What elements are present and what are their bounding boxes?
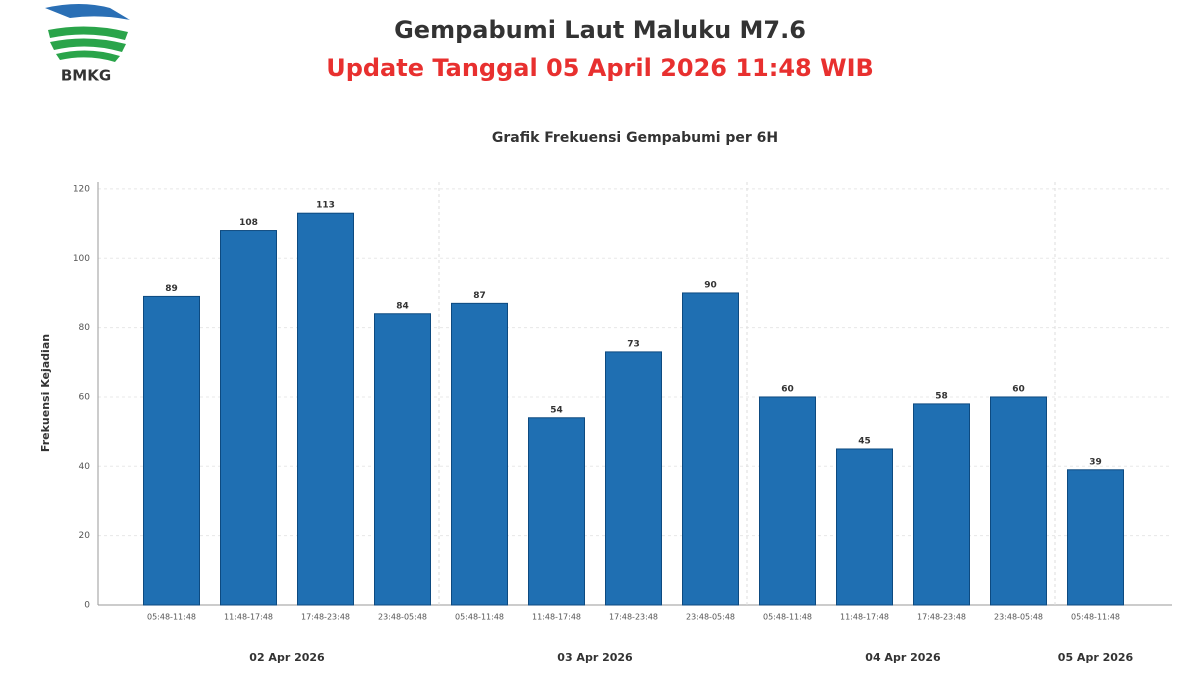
x-tick-label: 23:48-05:48 — [994, 613, 1043, 622]
data-label: 113 — [316, 201, 335, 211]
bar — [913, 403, 970, 606]
bar — [990, 396, 1047, 606]
bar — [220, 230, 277, 606]
data-label: 58 — [935, 391, 948, 401]
data-label: 87 — [473, 291, 486, 301]
logo-wave — [50, 38, 126, 52]
data-label: 54 — [550, 405, 563, 415]
y-tick-label: 100 — [73, 254, 90, 264]
x-tick-label: 11:48-17:48 — [840, 613, 889, 622]
data-label: 73 — [627, 339, 640, 349]
y-tick-label: 40 — [79, 462, 91, 472]
chart-title: Grafik Frekuensi Gempabumi per 6H — [492, 130, 778, 146]
bar — [143, 295, 200, 606]
bar — [836, 448, 893, 606]
update-date: Update Tanggal 05 April 2026 11:48 WIB — [326, 54, 874, 82]
bar — [1067, 469, 1124, 606]
x-tick-label: 17:48-23:48 — [917, 613, 966, 622]
y-tick-label: 120 — [73, 184, 90, 194]
x-tick-label: 17:48-23:48 — [301, 613, 350, 622]
x-tick-label: 05:48-11:48 — [147, 613, 196, 622]
date-label: 05 Apr 2026 — [1058, 651, 1134, 664]
data-label: 60 — [1012, 384, 1025, 394]
x-tick-label: 11:48-17:48 — [224, 613, 273, 622]
data-label: 108 — [239, 218, 258, 228]
x-tick-label: 05:48-11:48 — [763, 613, 812, 622]
data-label: 89 — [165, 284, 178, 294]
y-tick-label: 60 — [79, 392, 91, 402]
data-label: 45 — [858, 436, 871, 446]
logo-wave — [48, 26, 128, 40]
y-tick-label: 0 — [84, 601, 90, 611]
data-label: 60 — [781, 384, 794, 394]
date-label: 04 Apr 2026 — [865, 651, 941, 664]
bar — [528, 417, 585, 606]
bar — [682, 292, 739, 606]
date-label: 03 Apr 2026 — [557, 651, 633, 664]
x-tick-label: 23:48-05:48 — [686, 613, 735, 622]
data-label: 84 — [396, 301, 409, 311]
y-axis-label: Frekuensi Kejadian — [39, 334, 52, 452]
title: Gempabumi Laut Maluku M7.6 — [394, 16, 806, 44]
x-tick-label: 11:48-17:48 — [532, 613, 581, 622]
x-tick-label: 23:48-05:48 — [378, 613, 427, 622]
date-label: 02 Apr 2026 — [249, 651, 325, 664]
logo-shape — [45, 4, 130, 20]
bar — [605, 351, 662, 606]
logo-text: BMKG — [61, 67, 111, 85]
bar — [374, 313, 431, 606]
data-label: 90 — [704, 280, 717, 290]
bar — [297, 212, 354, 606]
bar — [451, 302, 508, 606]
logo: BMKG — [45, 4, 130, 85]
bar — [759, 396, 816, 606]
x-tick-label: 17:48-23:48 — [609, 613, 658, 622]
logo-wave — [56, 50, 120, 62]
y-tick-label: 80 — [79, 323, 91, 333]
x-tick-label: 05:48-11:48 — [1071, 613, 1120, 622]
data-label: 39 — [1089, 457, 1102, 467]
y-tick-label: 20 — [79, 531, 91, 541]
x-tick-label: 05:48-11:48 — [455, 613, 504, 622]
